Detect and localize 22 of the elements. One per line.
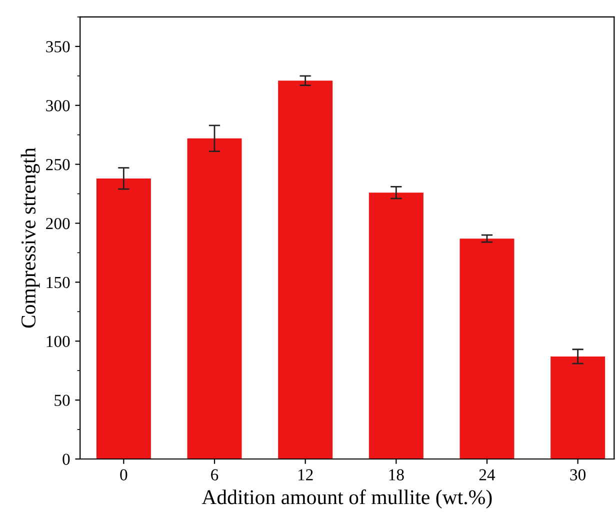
x-tick-label: 6 (211, 469, 218, 480)
bar (187, 138, 242, 459)
y-tick-label: 350 (46, 41, 70, 52)
bar (368, 192, 424, 459)
y-tick-label: 150 (46, 276, 70, 288)
x-tick-label: 12 (298, 469, 313, 480)
x-tick-label: 18 (389, 469, 404, 480)
y-axis-title: Compressive strength (20, 148, 40, 328)
x-tick-label: 0 (120, 469, 128, 480)
bar (96, 178, 151, 459)
bar (278, 80, 333, 459)
y-tick-label: 50 (54, 394, 70, 406)
y-tick-label: 250 (46, 159, 70, 170)
bar (460, 238, 514, 459)
y-tick-label: 100 (46, 336, 70, 348)
x-tick-label: 30 (570, 469, 586, 480)
x-axis-title: Addition amount of mullite (wt.%) (202, 489, 492, 508)
bar (550, 356, 606, 459)
y-tick-label: 0 (62, 454, 70, 465)
y-tick-label: 200 (46, 218, 70, 230)
y-tick-label: 300 (46, 100, 70, 112)
x-tick-label: 24 (479, 469, 496, 480)
